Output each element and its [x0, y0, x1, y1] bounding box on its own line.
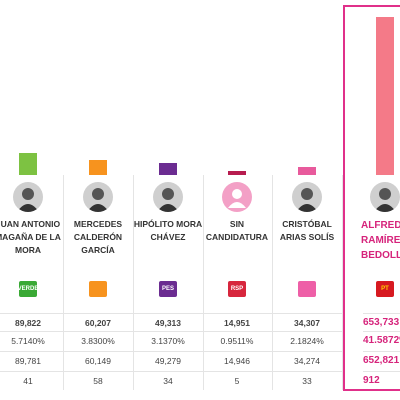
table-cell-sections: 34 — [133, 371, 203, 390]
candidate-name: SIN CANDIDATURA — [205, 219, 269, 242]
candidate-name: JUAN ANTONIO MAGAÑA DE LA MORA — [0, 219, 61, 255]
table-cell-counted: 60,149 — [63, 351, 133, 370]
column-divider — [203, 175, 204, 390]
table-cell-sections: 912 — [363, 371, 400, 390]
table-cell-counted: 49,279 — [133, 351, 203, 370]
table-cell-percent: 0.9511% — [202, 331, 272, 350]
table-cell-sections: 58 — [63, 371, 133, 390]
party-logo — [89, 281, 107, 297]
candidate-photo — [292, 182, 322, 212]
table-cell-counted: 14,946 — [202, 351, 272, 370]
candidate-photo — [83, 182, 113, 212]
candidate-photo — [222, 182, 252, 212]
party-logo: VERDE — [18, 281, 38, 297]
table-cell-percent: 2.1824% — [272, 331, 342, 350]
candidate-name: MERCEDES CALDERÓN GARCÍA — [73, 219, 123, 255]
candidate-column: CRISTÓBAL ARIAS SOLÍS 34,307 2.1824% 34,274… — [272, 0, 342, 400]
table-cell-counted: 652,821 — [363, 351, 400, 370]
vote-bar — [298, 166, 316, 175]
table-cell-votes: 89,822 — [0, 313, 63, 332]
table-cell-votes: 60,207 — [63, 313, 133, 332]
table-cell-percent: 3.8300% — [63, 331, 133, 350]
table-cell-percent: 3.1370% — [133, 331, 203, 350]
column-divider — [272, 175, 273, 390]
candidate-photo — [370, 182, 400, 212]
highlight-border — [343, 5, 400, 391]
candidate-column: SIN CANDIDATURA RSP 14,951 0.9511% 14,946 5 — [202, 0, 272, 400]
table-cell-sections: 41 — [0, 371, 63, 390]
candidate-photo — [153, 182, 183, 212]
column-divider — [342, 175, 343, 390]
column-divider — [63, 175, 64, 390]
table-cell-votes: 34,307 — [272, 313, 342, 332]
candidate-column: MERCEDES CALDERÓN GARCÍA 60,207 3.8300% 60,… — [63, 0, 133, 400]
table-cell-votes: 14,951 — [202, 313, 272, 332]
candidate-column: ALFREDO RAMÍREZ BEDOLLA PT 653,73341.5872%… — [343, 0, 400, 400]
candidate-name: HIPÓLITO MORA CHÁVEZ — [133, 219, 203, 242]
candidate-name: ALFREDO RAMÍREZ BEDOLLA — [361, 220, 400, 261]
table-cell-sections: 5 — [202, 371, 272, 390]
candidate-column: JUAN ANTONIO MAGAÑA DE LA MORA VERDE 89,82… — [0, 0, 63, 400]
party-logo: PT — [376, 281, 394, 297]
vote-bar — [376, 17, 394, 175]
table-cell-sections: 33 — [272, 371, 342, 390]
vote-bar — [228, 171, 246, 175]
table-cell-counted: 89,781 — [0, 351, 63, 370]
table-cell-votes: 49,313 — [133, 313, 203, 332]
table-cell-percent: 41.5872% — [363, 331, 400, 350]
vote-bar — [159, 163, 177, 175]
table-cell-percent: 5.7140% — [0, 331, 63, 350]
table-cell-votes: 653,733 — [363, 313, 400, 332]
vote-bar — [89, 160, 107, 175]
candidate-column: HIPÓLITO MORA CHÁVEZ PES 49,313 3.1370% 49,2… — [133, 0, 203, 400]
party-logo — [298, 281, 316, 297]
party-logo: PES — [159, 281, 177, 297]
candidate-name: CRISTÓBAL ARIAS SOLÍS — [279, 219, 335, 242]
candidate-photo — [13, 182, 43, 212]
vote-bar — [19, 153, 37, 175]
column-divider — [133, 175, 134, 390]
table-cell-counted: 34,274 — [272, 351, 342, 370]
party-logo: RSP — [228, 281, 246, 297]
